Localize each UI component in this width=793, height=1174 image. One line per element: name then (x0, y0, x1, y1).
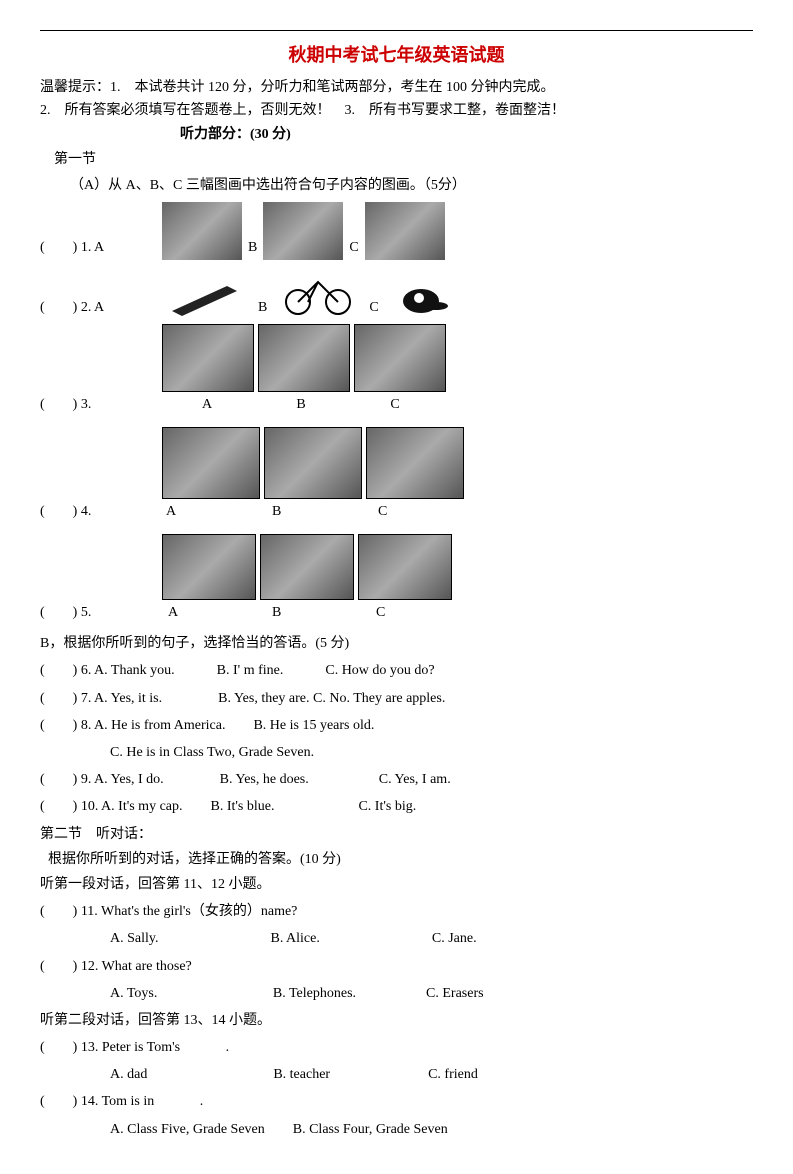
question-13-options: A. dad B. teacher C. friend (110, 1062, 753, 1087)
q4-label-c: C (372, 499, 478, 524)
exam-title: 秋期中考试七年级英语试题 (40, 39, 753, 71)
question-4-row: ( ) 4. A B C (40, 427, 753, 524)
question-6: ( ) 6. A. Thank you. B. I' m fine. C. Ho… (40, 658, 753, 683)
q2-label-b: B (258, 295, 267, 320)
q2-label-c: C (369, 295, 378, 320)
image-desk-2 (260, 534, 354, 600)
part-a-title: （A）从 A、B、C 三幅图画中选出符合句子内容的图画。（5分） (70, 173, 753, 198)
question-2-row: ( ) 2. A B C (40, 264, 753, 320)
image-statue (162, 427, 260, 499)
q5-label-a: A (160, 600, 264, 625)
question-11: ( ) 11. What's the girl's（女孩的）name? (40, 899, 753, 924)
image-panda (365, 202, 445, 260)
image-orange (258, 324, 350, 392)
question-9: ( ) 9. A. Yes, I do. B. Yes, he does. C.… (40, 767, 753, 792)
question-14: ( ) 14. Tom is in . (40, 1089, 753, 1114)
q4-label-a: A (160, 499, 266, 524)
dialog-1-intro: 听第一段对话，回答第 11、12 小题。 (40, 872, 753, 897)
top-divider (40, 30, 753, 31)
question-3-row: ( ) 3. A B C (40, 324, 753, 417)
dialog-2-intro: 听第二段对话，回答第 13、14 小题。 (40, 1008, 753, 1033)
question-14-options: A. Class Five, Grade Seven B. Class Four… (110, 1117, 753, 1142)
image-bigben (366, 427, 464, 499)
image-cap (385, 272, 457, 320)
question-11-options: A. Sally. B. Alice. C. Jane. (110, 926, 753, 951)
image-pen (162, 272, 252, 320)
q5-prefix: ( ) 5. (40, 600, 160, 625)
question-10: ( ) 10. A. It's my cap. B. It's blue. C.… (40, 794, 753, 819)
q5-label-b: B (264, 600, 368, 625)
q2-prefix: ( ) 2. A (40, 295, 160, 320)
q3-label-c: C (348, 392, 442, 417)
question-12-options: A. Toys. B. Telephones. C. Erasers (110, 981, 753, 1006)
image-dog (263, 202, 343, 260)
image-cat (162, 202, 242, 260)
image-apples (162, 324, 254, 392)
question-5-row: ( ) 5. A B C (40, 534, 753, 625)
section-2-label: 第二节 听对话： (40, 822, 753, 847)
image-bananas (354, 324, 446, 392)
q3-label-b: B (254, 392, 348, 417)
question-13: ( ) 13. Peter is Tom's . (40, 1035, 753, 1060)
question-8: ( ) 8. A. He is from America. B. He is 1… (40, 713, 753, 738)
q4-label-b: B (266, 499, 372, 524)
image-mountain (264, 427, 362, 499)
question-8-cont: C. He is in Class Two, Grade Seven. (110, 740, 753, 765)
q3-prefix: ( ) 3. (40, 392, 160, 417)
image-desk-3 (358, 534, 452, 600)
q1-prefix: ( ) 1. A (40, 235, 160, 260)
listening-header: 听力部分：(30 分) (180, 122, 753, 147)
hint-line-2: 2. 所有答案必须填写在答题卷上，否则无效！ 3. 所有书写要求工整，卷面整洁！ (40, 100, 753, 122)
hint-line-1: 温馨提示：1. 本试卷共计 120 分，分听力和笔试两部分，考生在 100 分钟… (40, 77, 753, 99)
part-b-title: B，根据你所听到的句子，选择恰当的答语。(5 分) (40, 631, 753, 656)
image-desk-1 (162, 534, 256, 600)
question-1-row: ( ) 1. A B C (40, 202, 753, 260)
q3-label-a: A (160, 392, 254, 417)
image-bike (273, 264, 363, 320)
q4-prefix: ( ) 4. (40, 499, 160, 524)
section-2-sub: 根据你所听到的对话，选择正确的答案。(10 分) (48, 847, 753, 872)
question-7: ( ) 7. A. Yes, it is. B. Yes, they are. … (40, 686, 753, 711)
section-1-label: 第一节 (54, 147, 753, 172)
q5-label-c: C (368, 600, 472, 625)
q1-label-c: C (349, 235, 358, 260)
q1-label-b: B (248, 235, 257, 260)
question-12: ( ) 12. What are those? (40, 954, 753, 979)
